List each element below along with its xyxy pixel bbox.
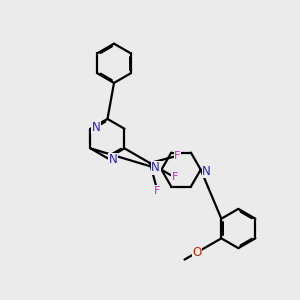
- Text: F: F: [174, 151, 181, 161]
- Text: F: F: [154, 186, 161, 196]
- Text: F: F: [171, 172, 178, 182]
- Text: O: O: [193, 246, 202, 259]
- Text: N: N: [202, 165, 211, 178]
- Text: N: N: [92, 121, 101, 134]
- Text: N: N: [151, 161, 160, 175]
- Text: N: N: [109, 153, 118, 166]
